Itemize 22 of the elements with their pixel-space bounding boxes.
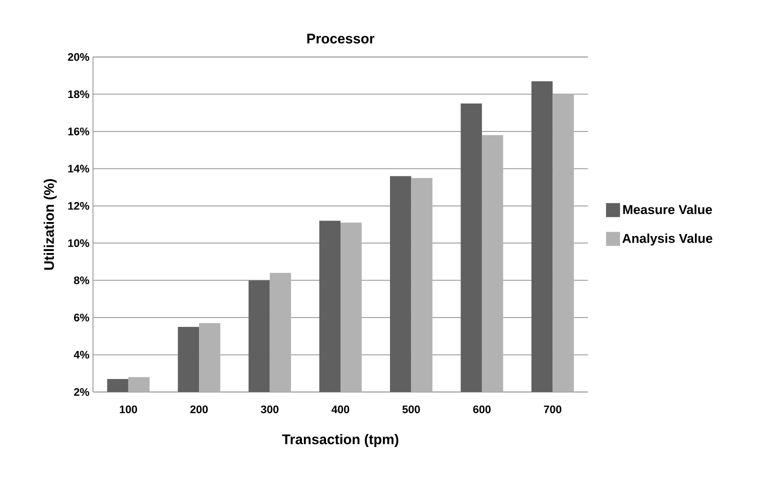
y-axis-title: Utilization (%) (44, 179, 57, 270)
y-tick-label: 20% (68, 53, 90, 61)
y-tick-label: 16% (68, 128, 90, 136)
y-tick-label: 12% (68, 202, 90, 210)
x-tick-label: 500 (402, 405, 420, 414)
x-axis-title: Transaction (tpm) (282, 434, 398, 448)
y-tick-label: 2% (74, 388, 90, 396)
x-tick-label: 200 (190, 405, 208, 414)
legend-label: Analysis Value (622, 233, 712, 246)
y-tick-label: 10% (68, 239, 90, 247)
legend-label: Measure Value (623, 204, 712, 214)
x-tick-label: 700 (544, 405, 562, 414)
x-tick-label: 600 (473, 405, 491, 414)
x-tick-label: 100 (120, 405, 138, 414)
y-tick-label: 4% (74, 350, 90, 359)
y-tick-label: 14% (68, 164, 90, 173)
x-tick-label: 300 (260, 405, 278, 414)
y-tick-label: 8% (74, 276, 90, 284)
chart-title: Processor (307, 34, 374, 44)
y-tick-label: 6% (74, 314, 90, 322)
y-tick-label: 18% (68, 90, 90, 98)
x-tick-label: 400 (332, 405, 350, 414)
